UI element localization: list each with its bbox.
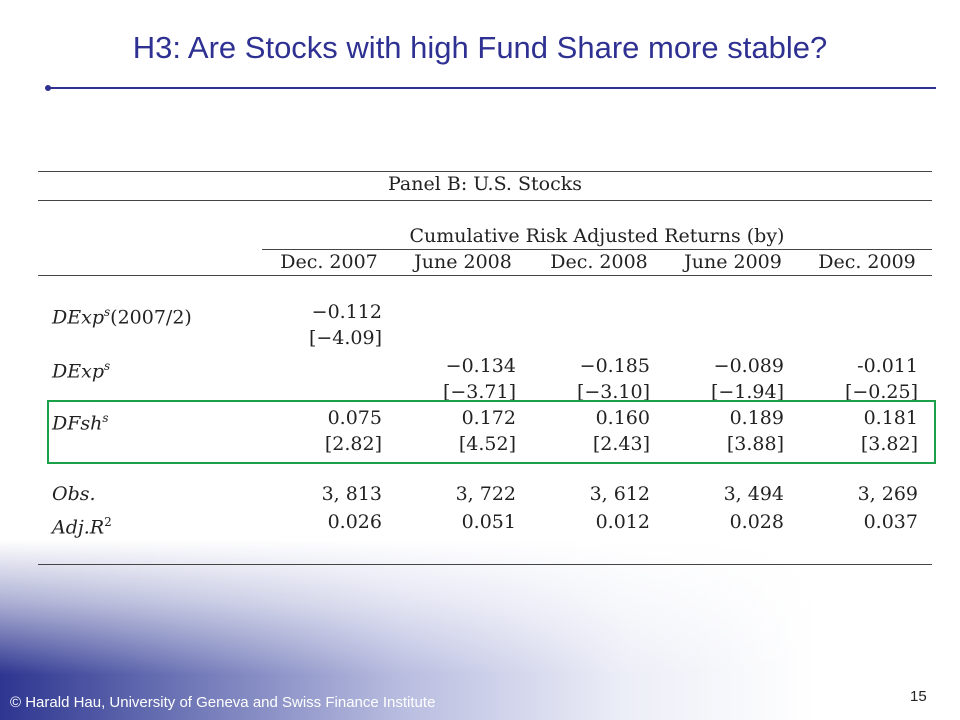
row-label-variable: DExp <box>52 306 104 329</box>
title-rule <box>48 87 936 89</box>
column-header: Dec. 2009 <box>818 251 916 273</box>
row-label-superscript: s <box>103 359 111 373</box>
regression-table: Panel B: U.S. Stocks Cumulative Risk Adj… <box>38 168 932 568</box>
coefficient-value: 0.181 <box>863 407 918 429</box>
column-header: Dec. 2007 <box>280 251 378 273</box>
t-statistic: [−0.25] <box>844 381 918 403</box>
row-label-superscript: s <box>102 411 109 425</box>
coefficient-value: 0.160 <box>595 407 650 429</box>
coefficient-value: -0.011 <box>857 355 918 377</box>
column-header-rule <box>38 275 932 276</box>
column-header: Dec. 2008 <box>550 251 648 273</box>
t-statistic: [−3.71] <box>442 381 516 403</box>
t-statistic: [3.82] <box>860 433 918 455</box>
t-statistic: [−1.94] <box>710 381 784 403</box>
adj-r2-superscript: 2 <box>104 515 112 529</box>
row-label-superscript: s <box>103 305 111 319</box>
panel-title-rule <box>38 200 932 201</box>
row-label: DExps <box>52 354 110 383</box>
footer-copyright: © Harald Hau, University of Geneva and S… <box>10 694 436 711</box>
fund-share-highlight-box <box>47 400 936 464</box>
coefficient-value: −0.185 <box>579 355 650 377</box>
row-label: DExps(2007/2) <box>52 300 192 329</box>
table-bottom-rule <box>38 564 932 565</box>
coefficient-value: −0.089 <box>713 355 784 377</box>
column-header: June 2009 <box>684 251 782 273</box>
adj-r2-value: 0.037 <box>863 511 918 533</box>
t-statistic: [3.88] <box>726 433 784 455</box>
row-label-variable: DExp <box>52 360 104 383</box>
obs-value: 3, 269 <box>857 483 918 505</box>
coefficient-value: −0.112 <box>311 301 382 323</box>
row-label-variable: DFsh <box>52 412 103 435</box>
adj-r2-value: 0.026 <box>327 511 382 533</box>
adj-r2-value: 0.028 <box>729 511 784 533</box>
group-header-rule <box>262 249 932 250</box>
t-statistic: [2.82] <box>324 433 382 455</box>
coefficient-value: 0.172 <box>461 407 516 429</box>
row-label: DFshs <box>52 406 109 435</box>
obs-value: 3, 494 <box>723 483 784 505</box>
adj-r2-label: Adj.R2 <box>52 510 112 539</box>
footer-gradient-fade <box>0 540 960 720</box>
obs-value: 3, 612 <box>589 483 650 505</box>
coefficient-value: −0.134 <box>445 355 516 377</box>
t-statistic: [−4.09] <box>308 327 382 349</box>
obs-value: 3, 722 <box>455 483 516 505</box>
t-statistic: [2.43] <box>592 433 650 455</box>
page-number: 15 <box>910 688 927 705</box>
t-statistic: [−3.10] <box>576 381 650 403</box>
group-header: Cumulative Risk Adjusted Returns (by) <box>409 225 785 247</box>
obs-value: 3, 813 <box>321 483 382 505</box>
adj-r2-value: 0.051 <box>461 511 516 533</box>
adj-r2-value: 0.012 <box>595 511 650 533</box>
t-statistic: [4.52] <box>458 433 516 455</box>
obs-label: Obs. <box>52 483 96 505</box>
table-top-rule <box>38 171 932 172</box>
column-header: June 2008 <box>414 251 512 273</box>
panel-title: Panel B: U.S. Stocks <box>388 173 582 195</box>
adj-r2-label-text: Adj.R <box>52 516 105 539</box>
coefficient-value: 0.189 <box>729 407 784 429</box>
coefficient-value: 0.075 <box>327 407 382 429</box>
row-label-suffix: (2007/2) <box>110 306 192 329</box>
slide-title: H3: Are Stocks with high Fund Share more… <box>132 30 828 65</box>
